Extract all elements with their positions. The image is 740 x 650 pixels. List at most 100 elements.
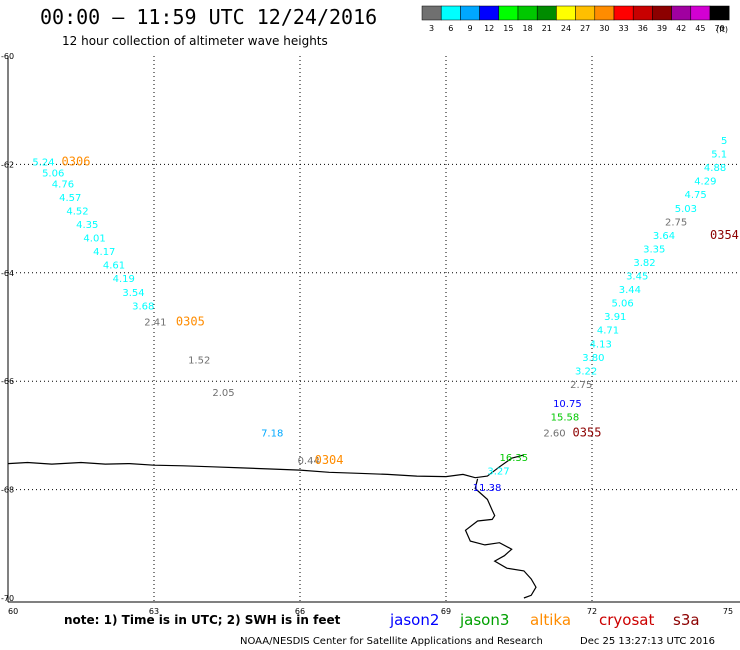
- wave-height-observations: 5.245.064.764.574.524.354.014.174.614.19…: [32, 136, 727, 494]
- wave-height-value: 10.75: [553, 399, 582, 410]
- scale-tick-label: 30: [599, 24, 609, 33]
- wave-height-value: 4.71: [597, 326, 619, 337]
- wave-height-value: 1.52: [188, 356, 210, 367]
- satellite-legend-cryosat: cryosat: [599, 611, 654, 629]
- pass-time-label: 0306: [62, 155, 91, 169]
- wave-height-value: 16.35: [500, 453, 529, 464]
- scale-swatch: [556, 5, 576, 21]
- satellite-legend-jason3: jason3: [459, 611, 509, 629]
- wave-height-value: 5.03: [675, 204, 697, 215]
- satellite-legend-jason2: jason2: [389, 611, 439, 629]
- scale-tick-label: 42: [676, 24, 686, 33]
- map-frame: [7, 56, 740, 603]
- lat-tick-label: -70: [1, 594, 14, 603]
- graticule: -60 -62 -64 -66 -68 -70 60 63 66 69 72 75: [1, 52, 740, 616]
- scale-swatch: [709, 5, 730, 21]
- scale-swatch: [440, 5, 461, 21]
- wave-height-value: 5.1: [711, 150, 727, 161]
- lon-tick-label: 60: [8, 607, 18, 616]
- wave-height-value: 3.68: [132, 301, 154, 312]
- wave-height-value: 2.75: [570, 380, 592, 391]
- scale-swatch: [613, 5, 634, 21]
- wave-height-value: 15.58: [551, 412, 580, 423]
- color-scale-legend: 3 6 9 12 15 18 21 24 27 30 33 36 39 42 45 70: [421, 5, 730, 33]
- wave-height-value: 2.60: [543, 429, 565, 440]
- scale-swatch: [690, 5, 711, 21]
- wave-height-value: 5.06: [42, 169, 64, 180]
- wave-height-value: 4.13: [590, 339, 612, 350]
- wave-height-value: 3.44: [619, 285, 641, 296]
- wave-height-value: 11.38: [473, 483, 502, 494]
- pass-time-label: 0305: [176, 315, 205, 329]
- lat-tick-label: -64: [1, 269, 14, 278]
- scale-swatch: [575, 5, 596, 21]
- lon-tick-label: 75: [723, 607, 733, 616]
- wave-height-value: 4.52: [66, 206, 88, 217]
- scale-swatch: [536, 5, 557, 21]
- wave-height-value: 7.18: [261, 429, 283, 440]
- wave-height-value: 3.54: [122, 288, 144, 299]
- wave-height-value: 4.29: [694, 177, 716, 188]
- lon-tick-label: 66: [295, 607, 305, 616]
- wave-height-value: 4.57: [59, 193, 81, 204]
- lon-tick-label: 72: [587, 607, 597, 616]
- scale-tick-label: 70: [715, 24, 725, 33]
- wave-height-value: 3.91: [604, 312, 626, 323]
- scale-tick-label: 24: [561, 24, 571, 33]
- color-scale-unit: (ft): [716, 25, 728, 34]
- wave-height-value: 2.05: [212, 388, 234, 399]
- scale-tick-label: 9: [467, 24, 472, 33]
- wave-height-value: 4.61: [103, 261, 125, 272]
- scale-swatch: [498, 5, 519, 21]
- satellite-legend-altika: altika: [530, 611, 571, 629]
- scale-tick-label: 21: [542, 24, 552, 33]
- scale-swatch: [479, 5, 500, 21]
- scale-tick-label: 36: [638, 24, 648, 33]
- scale-tick-label: 6: [448, 24, 453, 33]
- pass-time-label: 0354: [710, 228, 739, 242]
- lat-tick-label: -68: [1, 486, 14, 495]
- scale-swatch: [671, 5, 692, 21]
- wave-height-value: 3.80: [582, 353, 604, 364]
- wave-height-value: 3.45: [626, 272, 648, 283]
- wave-height-value: 4.35: [76, 220, 98, 231]
- scale-swatch: [594, 5, 615, 21]
- ice-shelf-edge: [464, 478, 537, 599]
- wave-height-value: 3.35: [643, 244, 665, 255]
- wave-height-value: 4.75: [684, 190, 706, 201]
- scale-tick-label: 33: [619, 24, 629, 33]
- wave-height-value: 5.24: [32, 158, 54, 169]
- scale-swatch: [460, 5, 480, 21]
- pass-time-label: 0355: [573, 426, 602, 440]
- wave-height-value: 0.44: [298, 456, 320, 467]
- wave-height-value: 3.82: [633, 258, 655, 269]
- wave-height-value: 5: [721, 136, 727, 147]
- pass-track-labels: 0306 0305 0304 0355 0354: [62, 155, 739, 467]
- wave-height-value: 5.06: [611, 299, 633, 310]
- wave-height-value: 4.19: [113, 274, 135, 285]
- wave-height-value: 2.75: [665, 217, 687, 228]
- wave-height-value: 4.17: [93, 247, 115, 258]
- coastline-path: [7, 454, 525, 479]
- wave-height-value: 4.01: [83, 234, 105, 245]
- credit-line: NOAA/NESDIS Center for Satellite Applica…: [240, 636, 543, 647]
- scale-swatch: [517, 5, 538, 21]
- scale-swatch: [652, 5, 672, 21]
- lat-tick-label: -66: [1, 377, 14, 386]
- wave-height-value: 4.88: [704, 163, 726, 174]
- map-title: 00:00 – 11:59 UTC 12/24/2016: [40, 5, 377, 29]
- scale-tick-label: 15: [503, 24, 513, 33]
- map-subtitle: 12 hour collection of altimeter wave hei…: [62, 34, 328, 48]
- scale-tick-label: 12: [484, 24, 494, 33]
- wave-height-value: 4.76: [52, 179, 74, 190]
- lat-tick-label: -60: [1, 52, 14, 61]
- units-note: note: 1) Time is in UTC; 2) SWH is in fe…: [64, 613, 341, 627]
- wave-height-value: 3.22: [575, 366, 597, 377]
- lon-tick-label: 63: [149, 607, 159, 616]
- wave-height-value: 3.27: [487, 467, 509, 478]
- scale-tick-label: 27: [580, 24, 590, 33]
- scale-tick-label: 39: [657, 24, 667, 33]
- lat-tick-label: -62: [1, 160, 14, 169]
- satellite-legend: jason2 jason3 altika cryosat s3a: [389, 611, 700, 629]
